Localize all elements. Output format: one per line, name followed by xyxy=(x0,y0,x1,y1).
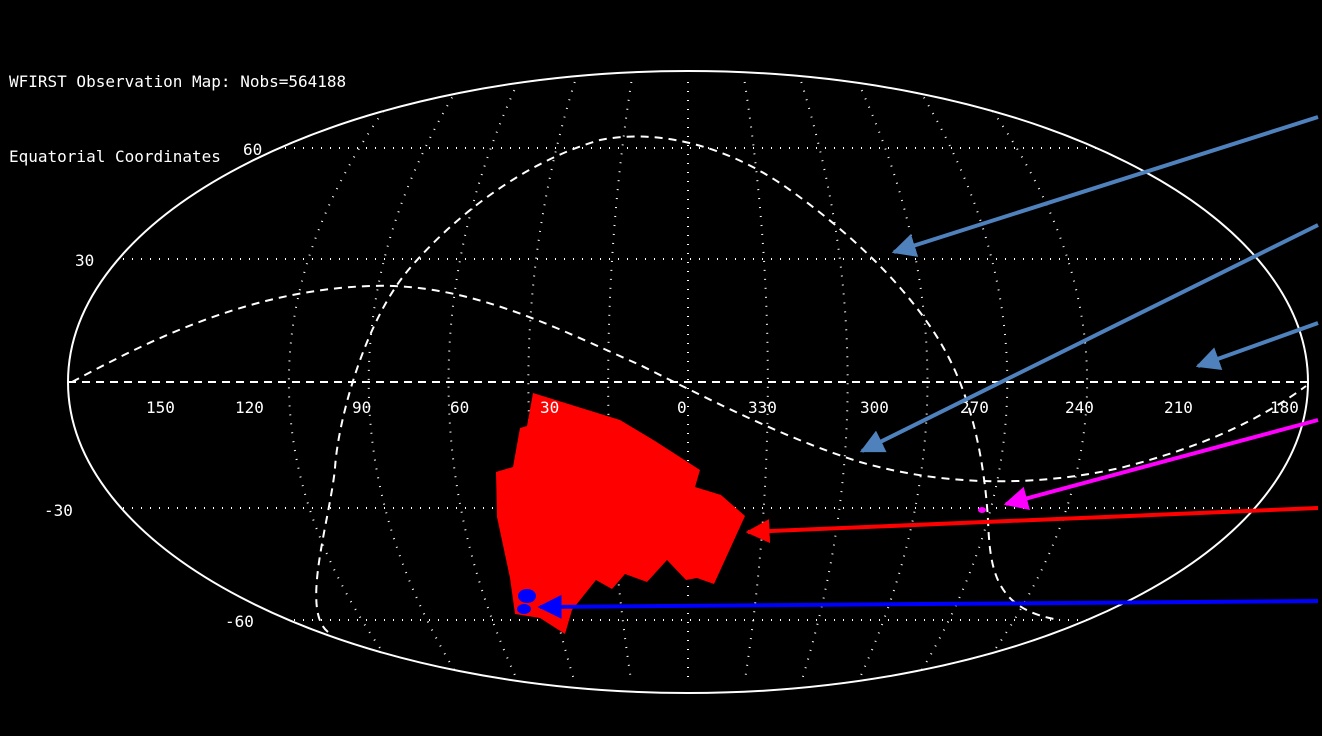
ra-label: 180 xyxy=(1270,398,1299,417)
deep-field-south xyxy=(517,604,531,614)
ecliptic-curve xyxy=(71,284,1307,483)
arrow-equator xyxy=(1195,321,1319,371)
ra-label: 150 xyxy=(146,398,175,417)
dec-label: -60 xyxy=(225,612,254,631)
ra-label: 330 xyxy=(748,398,777,417)
grid-meridian xyxy=(367,81,463,683)
arrow-galactic-plane xyxy=(891,115,1319,257)
grid-meridian xyxy=(913,81,1009,683)
ra-label: 120 xyxy=(235,398,264,417)
arrow-ecliptic xyxy=(859,223,1319,453)
small-field xyxy=(978,507,986,513)
deep-field-north xyxy=(518,589,536,603)
ra-label: 240 xyxy=(1065,398,1094,417)
sky-boundary xyxy=(67,70,1309,694)
ra-label: 210 xyxy=(1164,398,1193,417)
ra-label: 60 xyxy=(450,398,469,417)
ra-label: 0 xyxy=(677,398,687,417)
ra-label: 300 xyxy=(860,398,889,417)
arrow-small-field xyxy=(1003,418,1319,510)
map-header: WFIRST Observation Map: Nobs=564188 Equa… xyxy=(9,19,346,194)
dec-label: -30 xyxy=(44,501,73,520)
map-title: WFIRST Observation Map: Nobs=564188 xyxy=(9,72,347,91)
ra-label: 90 xyxy=(352,398,371,417)
arrow-deep-field xyxy=(537,594,1319,619)
grid-meridian xyxy=(800,81,849,683)
map-subtitle: Equatorial Coordinates xyxy=(9,147,221,166)
ra-tick-labels: 150 120 90 60 30 0 330 300 270 240 210 1… xyxy=(146,398,1299,417)
dec-label: 60 xyxy=(243,140,262,159)
main-survey-field xyxy=(496,393,745,634)
dec-label: 30 xyxy=(75,251,94,270)
galactic-plane-curve xyxy=(315,135,1061,633)
dec-tick-labels: 60 30 -30 -60 xyxy=(44,140,262,631)
ra-label: 30 xyxy=(540,398,559,417)
arrow-main-field xyxy=(745,506,1319,544)
ra-label: 270 xyxy=(960,398,989,417)
